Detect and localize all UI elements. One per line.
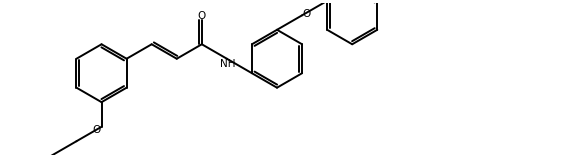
Text: O: O: [303, 9, 311, 19]
Text: O: O: [198, 11, 206, 21]
Text: NH: NH: [220, 59, 235, 69]
Text: O: O: [93, 125, 101, 135]
